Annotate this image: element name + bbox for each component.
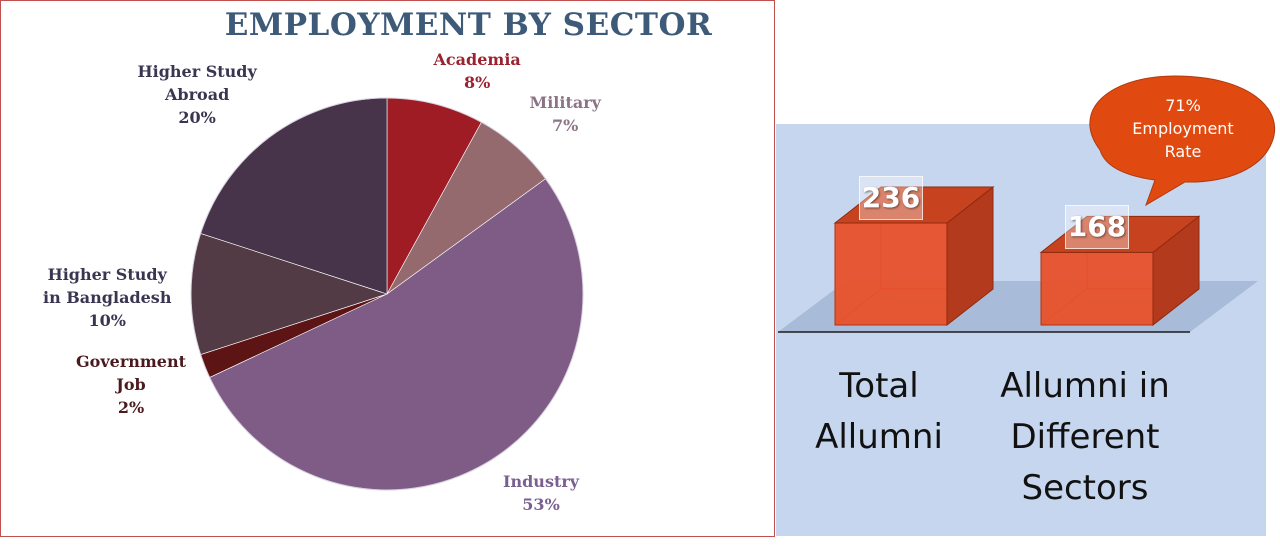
callout-line: 71%: [1165, 96, 1201, 115]
employment-rate-callout-text: 71% Employment Rate: [1088, 94, 1278, 163]
chart-title: EMPLOYMENT BY SECTOR: [224, 7, 713, 43]
callout-line: Rate: [1164, 142, 1202, 161]
bar-category-label: Total Allumni: [815, 366, 943, 457]
bar-1: [833, 185, 995, 327]
pie-label-academemia: Academia 8%: [433, 50, 521, 92]
pie-chart: [190, 97, 584, 491]
pie-label-military: Military 7%: [529, 93, 601, 135]
bar-2: [1039, 215, 1201, 327]
employment-rate-callout: [1089, 75, 1276, 207]
pie-label-government-job: Government Job 2%: [76, 352, 187, 417]
callout-line: Employment: [1132, 119, 1234, 138]
pie-label-higher-study-abroad: Higher Study Abroad 20%: [137, 62, 257, 127]
pie-outline: [190, 97, 584, 491]
bar-category-label: Allumni in Different Sectors: [1000, 366, 1170, 508]
bar-value-label: 168: [1065, 205, 1129, 250]
bar-value-label: 236: [859, 176, 923, 220]
pie-label-higher-study-in-bangladesh: Higher Study in Bangladesh 10%: [43, 265, 172, 330]
pie-label-industry: Industry 53%: [503, 472, 580, 514]
